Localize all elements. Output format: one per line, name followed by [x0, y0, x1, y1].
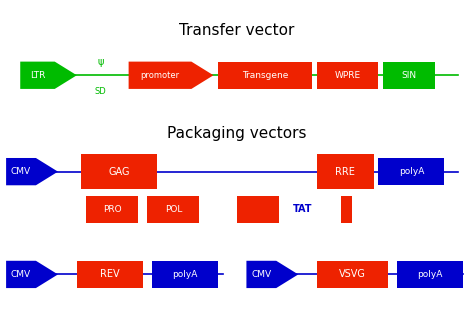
- Polygon shape: [6, 261, 58, 288]
- Bar: [397, 261, 463, 288]
- Text: polyA: polyA: [173, 270, 198, 279]
- Text: WPRE: WPRE: [335, 71, 361, 80]
- Bar: [341, 196, 353, 223]
- Text: polyA: polyA: [399, 167, 424, 176]
- Polygon shape: [246, 261, 298, 288]
- Text: Packaging vectors: Packaging vectors: [167, 126, 307, 141]
- Text: LTR: LTR: [30, 71, 45, 80]
- Text: VSVG: VSVG: [339, 270, 366, 279]
- Text: RRE: RRE: [336, 167, 356, 177]
- Text: polyA: polyA: [418, 270, 443, 279]
- Text: promoter: promoter: [140, 71, 180, 80]
- Bar: [317, 154, 374, 189]
- Text: ψ: ψ: [97, 57, 103, 67]
- Bar: [317, 62, 378, 89]
- Text: SIN: SIN: [401, 71, 417, 80]
- Bar: [237, 196, 279, 223]
- Text: GAG: GAG: [109, 167, 130, 177]
- Text: CMV: CMV: [11, 270, 31, 279]
- Bar: [218, 62, 312, 89]
- Bar: [378, 158, 444, 185]
- Bar: [317, 261, 388, 288]
- Text: CMV: CMV: [11, 167, 31, 176]
- Text: PRO: PRO: [103, 205, 121, 214]
- Bar: [77, 261, 143, 288]
- Text: POL: POL: [164, 205, 182, 214]
- Text: Transgene: Transgene: [242, 71, 289, 80]
- Text: CMV: CMV: [251, 270, 272, 279]
- Bar: [86, 196, 138, 223]
- Bar: [152, 261, 218, 288]
- Polygon shape: [128, 62, 213, 89]
- Text: TAT: TAT: [293, 204, 313, 214]
- Polygon shape: [6, 158, 58, 185]
- Bar: [147, 196, 199, 223]
- Text: REV: REV: [100, 270, 119, 279]
- Text: Transfer vector: Transfer vector: [179, 23, 295, 38]
- Bar: [383, 62, 435, 89]
- Bar: [82, 154, 157, 189]
- Polygon shape: [20, 62, 77, 89]
- Text: SD: SD: [94, 87, 106, 96]
